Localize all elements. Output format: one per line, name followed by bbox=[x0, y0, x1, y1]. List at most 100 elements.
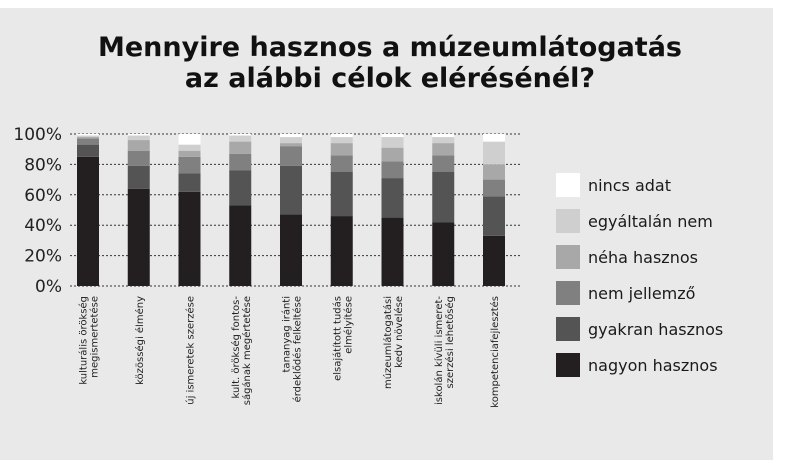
legend-swatch bbox=[556, 281, 580, 305]
y-tick-label: 0% bbox=[35, 277, 62, 297]
bar-segment bbox=[432, 137, 455, 144]
bar-segment bbox=[483, 134, 505, 142]
bar-segment bbox=[178, 134, 201, 145]
bar-segment bbox=[483, 141, 505, 165]
bar-segment bbox=[178, 191, 201, 286]
bar-segment bbox=[127, 140, 150, 151]
legend-swatch bbox=[556, 245, 580, 269]
legend-swatch bbox=[556, 317, 580, 341]
bar-segment bbox=[483, 164, 505, 180]
x-tick-label: elsajátított tudás elmélyítése bbox=[331, 296, 354, 381]
x-tick-label: kulturális örökség megismertetése bbox=[78, 296, 101, 385]
bar-segment bbox=[127, 188, 150, 286]
bar-segment bbox=[330, 137, 353, 144]
bar-segment bbox=[229, 153, 252, 171]
legend-item: nem jellemző bbox=[556, 281, 695, 305]
bar-segment bbox=[432, 172, 455, 223]
bar-segment bbox=[77, 144, 99, 157]
bar-segment bbox=[127, 134, 150, 136]
bar-segment bbox=[229, 134, 252, 136]
legend-swatch bbox=[556, 353, 580, 377]
x-tick-label-line: kompetenciafejlesztés bbox=[489, 296, 501, 408]
x-tick-label-line: elsajátított tudás bbox=[331, 296, 343, 381]
x-tick-label-line: múzeumlátogatási bbox=[382, 296, 394, 389]
bar-segment bbox=[178, 144, 201, 151]
x-tick-label-line: iskolán kívüli ismeret- bbox=[433, 296, 445, 405]
bar-segment bbox=[483, 196, 505, 236]
chart-title: Mennyire hasznos a múzeumlátogatás az al… bbox=[40, 32, 740, 94]
bar-segment bbox=[178, 156, 201, 174]
bar-segment bbox=[483, 235, 505, 286]
bar-segment bbox=[229, 135, 252, 142]
bar-segment bbox=[229, 170, 252, 206]
bar-segment bbox=[381, 134, 404, 138]
legend-label: nem jellemző bbox=[588, 283, 696, 303]
x-tick-label-line: új ismeretek szerzése bbox=[185, 296, 197, 405]
bar-segment bbox=[280, 165, 302, 215]
legend-swatch bbox=[556, 173, 580, 197]
bar-segment bbox=[280, 146, 302, 166]
x-tick-label-line: kult. örökség fontos- bbox=[230, 296, 242, 399]
legend-item: nincs adat bbox=[556, 173, 671, 197]
bar-segment bbox=[127, 135, 150, 141]
bar-segment bbox=[280, 214, 302, 286]
bar-segment bbox=[381, 217, 404, 286]
x-tick-label-line: megismertetése bbox=[89, 296, 101, 378]
bar-segment bbox=[432, 155, 455, 172]
legend-item: egyáltalán nem bbox=[556, 209, 713, 233]
x-tick-label-line: ságának megértetése bbox=[241, 296, 253, 405]
x-tick-label: új ismeretek szerzése bbox=[185, 296, 197, 405]
chart-title-line-2: az alábbi célok elérésénél? bbox=[184, 63, 596, 94]
y-tick-label: 20% bbox=[24, 247, 62, 267]
x-tick-label-line: tananyag iránti bbox=[281, 296, 293, 372]
x-tick-label: kult. örökség fontos-ságának megértetése bbox=[230, 296, 253, 406]
y-tick-label: 60% bbox=[24, 186, 62, 206]
x-tick-label-line: közösségi élmény bbox=[134, 296, 146, 385]
bar-segment bbox=[77, 138, 99, 145]
x-tick-label: múzeumlátogatási kedv növelése bbox=[382, 296, 405, 389]
legend-label: nagyon hasznos bbox=[588, 355, 718, 375]
x-tick-label-line: elmélyítése bbox=[342, 296, 354, 354]
bar-segment bbox=[381, 161, 404, 179]
bar-segment bbox=[178, 150, 201, 157]
bar-segment bbox=[330, 172, 353, 217]
bar-segment bbox=[330, 155, 353, 172]
y-tick-label: 80% bbox=[24, 155, 62, 175]
x-tick-label: közösségi élmény bbox=[134, 296, 146, 385]
x-tick-label: iskolán kívüli ismeret-szerzési lehetősé… bbox=[433, 296, 456, 405]
bar-segment bbox=[127, 165, 150, 189]
bar-segment bbox=[330, 143, 353, 156]
x-tick-label: kompetenciafejlesztés bbox=[489, 296, 501, 408]
bar-segment bbox=[77, 135, 99, 138]
x-tick-label: tananyag iránti érdeklődés felkeltése bbox=[281, 296, 304, 402]
legend-label: gyakran hasznos bbox=[588, 319, 724, 339]
bar-segment bbox=[280, 143, 302, 147]
legend-swatch bbox=[556, 209, 580, 233]
y-tick-label: 40% bbox=[24, 216, 62, 236]
bar-segment bbox=[330, 216, 353, 286]
x-tick-label-line: kedv növelése bbox=[393, 296, 405, 368]
bar-segment bbox=[432, 222, 455, 286]
bar-segment bbox=[381, 137, 404, 148]
legend-label: néha hasznos bbox=[588, 247, 698, 267]
legend-item: néha hasznos bbox=[556, 245, 698, 269]
chart-title-line-1: Mennyire hasznos a múzeumlátogatás bbox=[97, 32, 682, 63]
legend-label: egyáltalán nem bbox=[588, 211, 713, 231]
bar-segment bbox=[381, 178, 404, 218]
bar-segment bbox=[77, 137, 99, 139]
bar-segment bbox=[127, 150, 150, 166]
bar-segment bbox=[229, 141, 252, 154]
bar-segment bbox=[229, 205, 252, 286]
bar-segment bbox=[381, 147, 404, 162]
bar-segment bbox=[483, 179, 505, 197]
x-tick-label-line: szerzési lehetőség bbox=[444, 296, 456, 388]
legend-item: nagyon hasznos bbox=[556, 353, 718, 377]
bar-segment bbox=[432, 143, 455, 156]
bar-segment bbox=[77, 134, 99, 136]
x-tick-label-line: érdeklődés felkeltése bbox=[292, 296, 304, 402]
bar-segment bbox=[178, 173, 201, 192]
legend-label: nincs adat bbox=[588, 175, 671, 195]
bar-segment bbox=[280, 134, 302, 138]
y-tick-label: 100% bbox=[13, 125, 62, 145]
